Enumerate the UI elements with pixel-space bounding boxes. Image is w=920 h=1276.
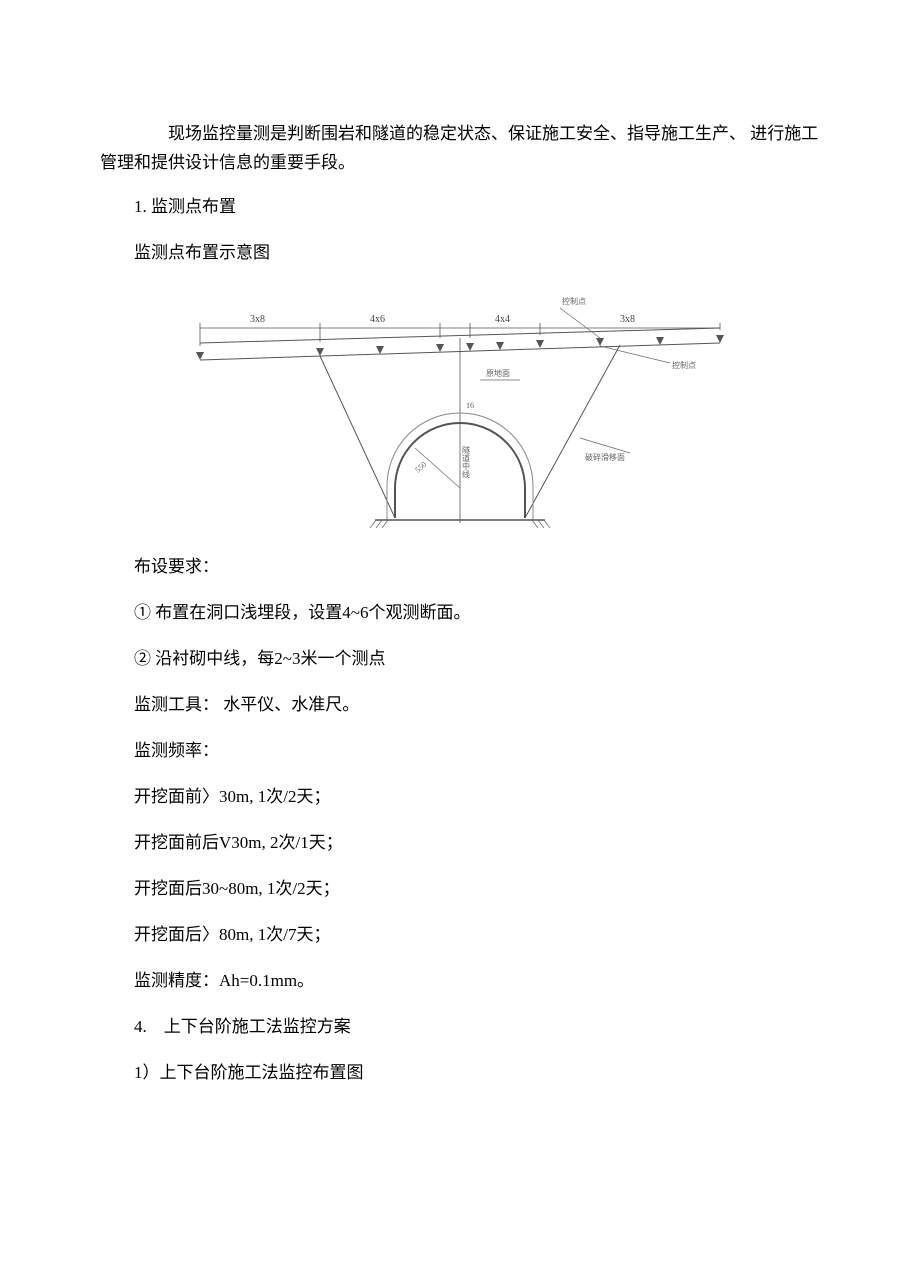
label-ground: 控制点	[672, 360, 696, 370]
requirement-2: ② 沿衬砌中线，每2~3米一个测点	[100, 642, 820, 676]
dim-l1: 3x8	[250, 314, 265, 325]
requirement-1: ① 布置在洞口浅埋段，设置4~6个观测断面。	[100, 596, 820, 630]
tools-line: 监测工具： 水平仪、水准尺。	[100, 688, 820, 722]
document-page: 现场监控量测是判断围岩和隧道的稳定状态、保证施工安全、指导施工生产、 进行施工管…	[0, 0, 920, 1130]
frequency-3: 开挖面后30~80m, 1次/2天；	[100, 872, 820, 906]
frequency-1: 开挖面前〉30m, 1次/2天；	[100, 780, 820, 814]
intro-paragraph: 现场监控量测是判断围岩和隧道的稳定状态、保证施工安全、指导施工生产、 进行施工管…	[100, 120, 820, 178]
section4-title: 4. 上下台阶施工法监控方案	[100, 1010, 820, 1044]
base-hatch-left	[370, 520, 388, 528]
label-mid: 原地面	[486, 368, 510, 378]
label-slope: 破碎滑移面	[585, 452, 625, 462]
diagram-svg: 3x8 4x6 4x4 3x8 控制点	[180, 288, 740, 538]
base-hatch-right	[532, 520, 550, 528]
label-top: 控制点	[562, 296, 586, 306]
radius-label: 550	[413, 460, 428, 475]
dim-l4: 3x8	[620, 314, 635, 325]
depth-label: 16	[466, 401, 474, 410]
section1-title: 1. 监测点布置	[100, 190, 820, 224]
monitoring-layout-diagram: 3x8 4x6 4x4 3x8 控制点	[180, 288, 740, 538]
center-label: 隧道中线	[462, 445, 471, 478]
dim-l2: 4x6	[370, 314, 385, 325]
frequency-4: 开挖面后〉80m, 1次/7天；	[100, 918, 820, 952]
section4-1: 1）上下台阶施工法监控布置图	[100, 1056, 820, 1090]
diagram-caption: 监测点布置示意图	[100, 236, 820, 270]
frequency-title: 监测频率：	[100, 734, 820, 768]
frequency-2: 开挖面前后V30m, 2次/1天；	[100, 826, 820, 860]
requirements-title: 布设要求：	[100, 550, 820, 584]
dim-l3: 4x4	[495, 314, 510, 325]
precision-line: 监测精度：Ah=0.1mm。	[100, 964, 820, 998]
